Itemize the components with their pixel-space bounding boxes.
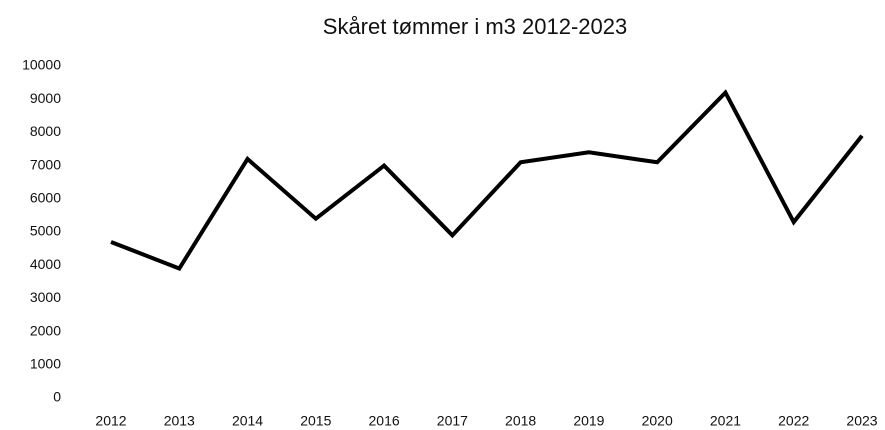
x-tick-label: 2014 (232, 413, 263, 429)
x-tick-label: 2022 (778, 413, 809, 429)
chart-title: Skåret tømmer i m3 2012-2023 (323, 14, 627, 39)
y-tick-label: 6000 (30, 190, 61, 206)
y-tick-label: 7000 (30, 156, 61, 172)
x-tick-label: 2015 (300, 413, 331, 429)
x-tick-label: 2017 (437, 413, 468, 429)
x-tick-label: 2023 (846, 413, 877, 429)
y-tick-label: 3000 (30, 289, 61, 305)
y-tick-label: 0 (53, 389, 61, 405)
x-tick-label: 2016 (369, 413, 400, 429)
y-tick-label: 1000 (30, 356, 61, 372)
data-line (110, 89, 864, 271)
y-tick-label: 9000 (30, 90, 61, 106)
y-tick-label: 5000 (30, 223, 61, 239)
x-tick-label: 2012 (95, 413, 126, 429)
y-tick-label: 8000 (30, 123, 61, 139)
y-tick-label: 10000 (22, 57, 61, 73)
x-tick-label: 2019 (573, 413, 604, 429)
x-tick-label: 2013 (164, 413, 195, 429)
x-tick-label: 2021 (710, 413, 741, 429)
x-tick-label: 2020 (642, 413, 673, 429)
y-tick-label: 4000 (30, 256, 61, 272)
x-tick-label: 2018 (505, 413, 536, 429)
y-tick-label: 2000 (30, 322, 61, 338)
